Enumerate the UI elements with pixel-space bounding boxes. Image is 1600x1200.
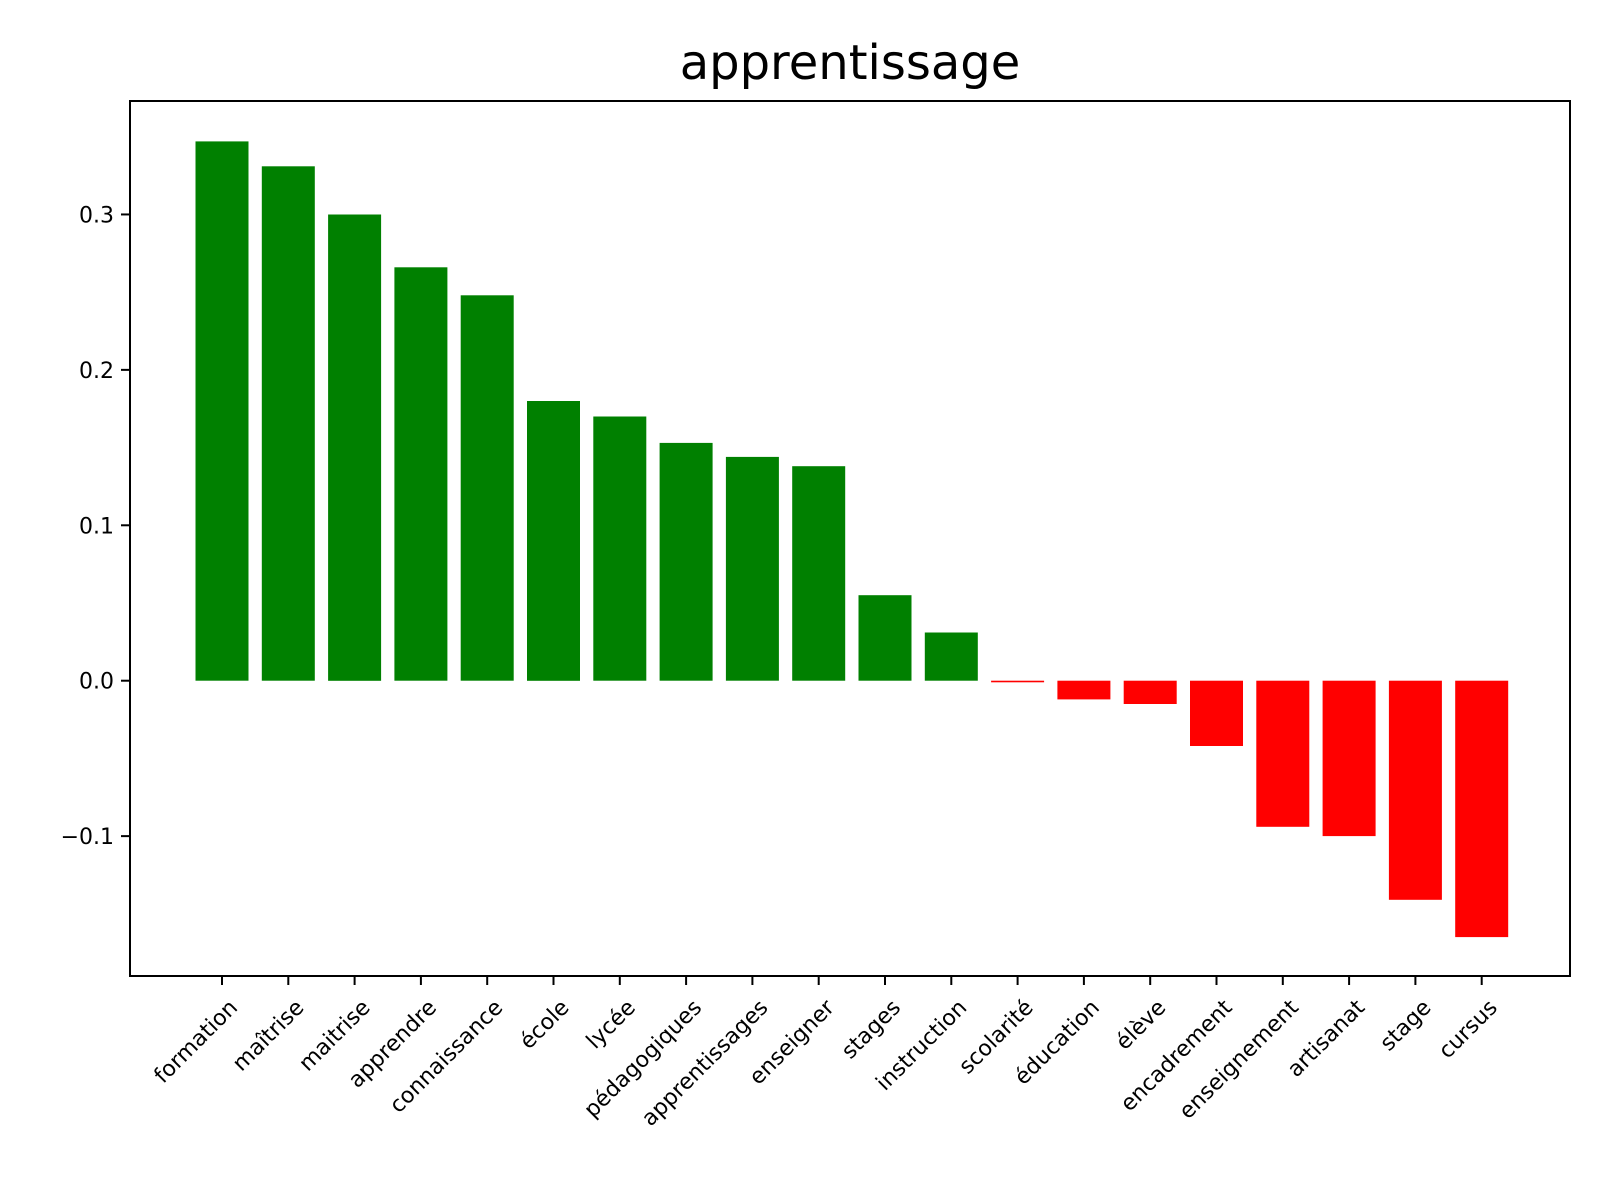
- plot-frame: [129, 100, 1571, 977]
- x-tick-label: formation: [150, 995, 243, 1088]
- x-tick-label: pédagogiques: [580, 995, 708, 1123]
- bar-18: [1322, 680, 1376, 837]
- bar-3: [328, 214, 382, 681]
- bar-2: [261, 166, 315, 681]
- y-tick-label: 0.1: [79, 514, 114, 539]
- bars-layer: [195, 141, 1509, 938]
- x-tick-label: cursus: [1434, 995, 1503, 1064]
- y-tick-label: 0.0: [79, 670, 114, 695]
- bar-15: [1123, 680, 1177, 704]
- bar-6: [527, 401, 580, 681]
- y-tick-label: −0.1: [61, 825, 114, 850]
- x-tick-label: stage: [1376, 995, 1437, 1056]
- bar-4: [394, 267, 448, 681]
- x-tick-label: lycée: [582, 995, 641, 1054]
- bar-1: [195, 141, 249, 681]
- bar-19: [1388, 680, 1442, 900]
- bar-8: [659, 442, 713, 681]
- chart-title: apprentissage: [680, 35, 1021, 91]
- bar-11: [858, 595, 912, 681]
- bar-16: [1190, 680, 1243, 746]
- bar-12: [924, 632, 978, 681]
- bar-20: [1455, 680, 1509, 938]
- x-axis: formationmaîtrisemaitriseapprendreconnai…: [150, 976, 1503, 1131]
- bar-14: [1057, 680, 1111, 700]
- bar-13: [991, 680, 1045, 683]
- x-tick-label: maîtrise: [228, 995, 309, 1076]
- x-tick-label: connaissance: [385, 995, 508, 1118]
- bar-9: [725, 456, 779, 681]
- bar-7: [593, 416, 647, 681]
- x-tick-label: élève: [1111, 995, 1171, 1055]
- bar-10: [792, 466, 846, 681]
- y-axis: −0.1 0.0 0.1 0.2 0.3: [61, 203, 130, 850]
- x-tick-label: enseignement: [1175, 995, 1304, 1124]
- x-tick-label: école: [515, 995, 574, 1054]
- y-tick-label: 0.2: [79, 359, 114, 384]
- bar-17: [1256, 680, 1310, 827]
- bar-5: [460, 295, 514, 681]
- y-tick-label: 0.3: [79, 203, 114, 228]
